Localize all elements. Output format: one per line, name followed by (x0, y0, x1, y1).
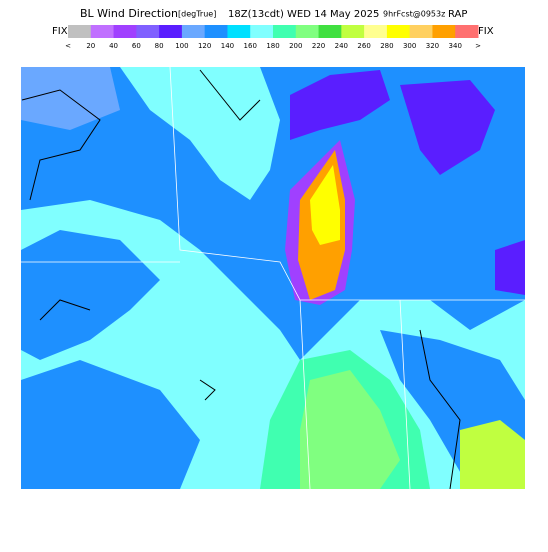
colorbar-label: 240 (335, 42, 348, 50)
fix-left: FIX (52, 26, 68, 37)
region-blue (21, 360, 200, 489)
colorbar-label: 120 (198, 42, 211, 50)
color-swatch (364, 25, 388, 38)
color-swatch (432, 25, 456, 38)
state-borders (21, 67, 525, 489)
title: BL Wind Direction (80, 7, 178, 20)
color-swatch (68, 25, 92, 38)
colorbar-label: 140 (221, 42, 234, 50)
colorbar-label: 20 (86, 42, 95, 50)
valid-time: 18Z(13cdt) WED 14 May 2025 (228, 9, 379, 20)
colorbar-label: 320 (426, 42, 439, 50)
color-swatch (386, 25, 411, 38)
colorbar: <20 40 60 80 100 120 140 160 180 200 220 240 260 280 3… (65, 25, 481, 50)
color-swatch (273, 25, 297, 38)
region-green (300, 370, 400, 489)
colorbar-label: < (65, 42, 71, 50)
color-swatch (318, 25, 342, 38)
units: [degTrue] (178, 10, 216, 19)
colorbar-label: 40 (109, 42, 118, 50)
colorbar-label: 80 (155, 42, 164, 50)
colorbar-label: 260 (357, 42, 370, 50)
region-cyan (120, 67, 280, 200)
color-swatch (409, 25, 433, 38)
color-swatch (204, 25, 228, 38)
color-swatch (159, 25, 183, 38)
region-blue (21, 67, 525, 360)
color-swatch (181, 25, 206, 38)
colorbar-label: > (475, 42, 481, 50)
colorbar-label: 280 (380, 42, 393, 50)
color-swatch (295, 25, 320, 38)
colorbar-label: 200 (289, 42, 302, 50)
colorbar-label: 340 (449, 42, 462, 50)
color-swatch (113, 25, 137, 38)
color-swatch (250, 25, 274, 38)
model: RAP (448, 9, 467, 20)
color-swatch (90, 25, 115, 38)
map (21, 67, 525, 489)
fix-right: FIX (478, 26, 494, 37)
contour-lines (21, 69, 461, 489)
color-swatch (341, 25, 365, 38)
color-swatch (227, 25, 251, 38)
color-swatch (136, 25, 160, 38)
color-swatch (455, 25, 479, 38)
region-violet (400, 80, 495, 175)
colorbar-label: 160 (244, 42, 257, 50)
region-violet (290, 70, 390, 140)
region-violet (495, 240, 525, 295)
colorbar-label: 60 (132, 42, 141, 50)
region-lime (460, 420, 525, 489)
region-blue (21, 230, 160, 360)
colorbar-label: 220 (312, 42, 325, 50)
colorbar-label: 300 (403, 42, 416, 50)
forecast: 9hrFcst@0953z (383, 10, 445, 19)
region-yellow (310, 165, 340, 245)
colorbar-label: 100 (175, 42, 188, 50)
colorbar-label: 180 (266, 42, 279, 50)
